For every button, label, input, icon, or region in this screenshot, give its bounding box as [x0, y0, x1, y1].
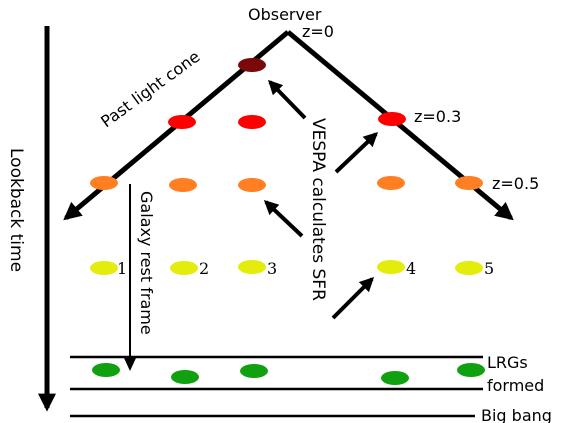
galaxy-dot-green: [92, 363, 120, 377]
z0-label: z=0: [302, 22, 334, 41]
galaxy-dot-red: [238, 115, 266, 129]
galaxy-dot-orange: [238, 178, 266, 192]
galaxy-dot-orange: [377, 176, 405, 190]
vespa-arrow-middle: [263, 200, 304, 238]
galaxy-rest-frame-arrowhead: [124, 358, 136, 371]
galaxy-dot-red: [168, 115, 196, 129]
lookback-time-label: Lookback time: [6, 148, 26, 272]
galaxy-dot-yellow: [238, 260, 266, 274]
galaxy-dot-yellow: [377, 260, 405, 274]
lrgs-label: LRGs: [487, 353, 528, 372]
galaxy-number: 4: [406, 259, 416, 278]
galaxy-number: 1: [117, 259, 127, 278]
observer-label: Observer: [248, 5, 322, 24]
galaxy-dot-yellow: [455, 261, 483, 275]
vespa-label: VESPA calculates SFR: [308, 118, 328, 301]
z03-label: z=0.3: [414, 107, 461, 126]
big-bang-label: Big bang: [481, 406, 552, 423]
galaxy-dot-green: [457, 363, 485, 377]
galaxy-number: 5: [484, 259, 494, 278]
galaxy-rest-frame-label: Galaxy rest frame: [137, 191, 156, 335]
galaxy-dot-red: [378, 112, 406, 126]
galaxy-dot-orange: [90, 176, 118, 190]
galaxy-dot-z0: [238, 58, 266, 72]
formed-label: formed: [487, 376, 544, 395]
vespa-arrow-right: [334, 132, 379, 174]
galaxy-number: 3: [267, 259, 277, 278]
vespa-arrow-upper: [267, 79, 307, 120]
galaxy-dot-orange: [169, 178, 197, 192]
vespa-arrow-lower: [331, 276, 375, 320]
galaxy-dot-green: [240, 364, 268, 378]
galaxy-dot-green: [171, 370, 199, 384]
galaxy-dot-green: [381, 371, 409, 385]
galaxy-number: 2: [199, 259, 209, 278]
z05-label: z=0.5: [492, 174, 539, 193]
galaxy-dot-orange: [455, 176, 483, 190]
galaxy-dot-yellow: [170, 261, 198, 275]
galaxy-dot-yellow: [90, 261, 118, 275]
